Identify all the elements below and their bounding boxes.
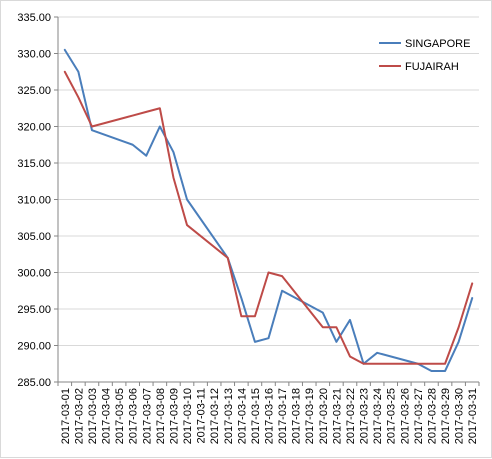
x-tick-label: 2017-03-03 (87, 388, 99, 444)
x-tick-label: 2017-03-18 (291, 388, 303, 444)
series-lines (63, 48, 474, 373)
x-tick-label: 2017-03-16 (264, 388, 276, 444)
x-tick-label: 2017-03-10 (182, 388, 194, 444)
x-tick-label: 2017-03-20 (318, 388, 330, 444)
y-axis: 285.00 290.00 295.00 300.00 305.00 310.00 315.… (17, 12, 59, 389)
x-tick-label: 2017-03-08 (155, 388, 167, 444)
x-tick-label: 2017-03-19 (304, 388, 316, 444)
x-tick-label: 2017-03-01 (60, 388, 72, 444)
x-tick-label: 2017-03-26 (399, 388, 411, 444)
x-tick-label: 2017-03-30 (454, 388, 466, 444)
legend: SINGAPORE FUJAIRAH (379, 38, 470, 73)
x-tick-label: 2017-03-17 (277, 388, 289, 444)
y-tick-label: 335.00 (17, 12, 51, 24)
legend-label-fujairah: FUJAIRAH (405, 61, 459, 73)
x-tick-label: 2017-03-27 (413, 388, 425, 444)
x-tick-label: 2017-03-22 (345, 388, 357, 444)
x-tick-label: 2017-03-24 (372, 388, 384, 444)
y-tick-label: 325.00 (17, 85, 51, 97)
y-tick-label: 300.00 (17, 268, 51, 280)
x-tick-label: 2017-03-28 (426, 388, 438, 444)
x-tick-label: 2017-03-31 (467, 388, 479, 444)
y-tick-label: 295.00 (17, 304, 51, 316)
x-tick-label: 2017-03-09 (168, 388, 180, 444)
x-tick-label: 2017-03-05 (114, 388, 126, 444)
gridlines (58, 16, 479, 346)
y-tick-label: 310.00 (17, 195, 51, 207)
y-tick-label: 285.00 (17, 377, 51, 389)
x-tick-label: 2017-03-23 (359, 388, 371, 444)
series-line-fujairah (63, 70, 474, 365)
x-tick-label: 2017-03-02 (73, 388, 85, 444)
y-tick-label: 320.00 (17, 122, 51, 134)
y-tick-label: 330.00 (17, 49, 51, 61)
y-tick-label: 290.00 (17, 341, 51, 353)
y-tick-label: 315.00 (17, 158, 51, 170)
x-tick-label: 2017-03-13 (223, 388, 235, 444)
x-tick-label: 2017-03-07 (141, 388, 153, 444)
x-tick-label: 2017-03-25 (386, 388, 398, 444)
x-tick-label: 2017-03-21 (331, 388, 343, 444)
x-tick-label: 2017-03-29 (440, 388, 452, 444)
x-tick-label: 2017-03-12 (209, 388, 221, 444)
series-line-singapore (63, 48, 474, 373)
y-tick-label: 305.00 (17, 231, 51, 243)
x-tick-label: 2017-03-14 (236, 388, 248, 444)
x-tick-label: 2017-03-15 (250, 388, 262, 444)
x-tick-label: 2017-03-11 (196, 388, 208, 443)
x-tick-label: 2017-03-06 (128, 388, 140, 444)
x-axis: 2017-03-01 2017-03-02 2017-03-03 2017-03-04… (57, 381, 480, 444)
legend-label-singapore: SINGAPORE (405, 38, 470, 50)
x-tick-label: 2017-03-04 (101, 388, 113, 444)
